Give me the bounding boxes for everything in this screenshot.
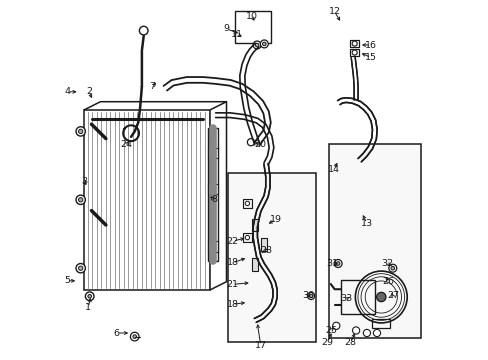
Circle shape	[307, 292, 314, 300]
Text: 20: 20	[254, 140, 266, 149]
Bar	[235, 11, 271, 43]
Text: 29: 29	[321, 338, 333, 347]
Bar	[328, 144, 420, 338]
Text: 25: 25	[324, 326, 336, 335]
Text: 22: 22	[226, 237, 238, 246]
Bar	[208, 241, 218, 252]
Text: 16: 16	[365, 41, 376, 50]
Bar	[349, 49, 358, 56]
Text: 24: 24	[121, 140, 133, 149]
Text: 3: 3	[81, 177, 87, 186]
Text: 10: 10	[245, 12, 257, 21]
Circle shape	[376, 292, 385, 302]
Circle shape	[352, 327, 359, 334]
Text: 9: 9	[223, 24, 229, 33]
Text: 19: 19	[269, 215, 281, 224]
Circle shape	[373, 329, 380, 337]
Circle shape	[76, 264, 85, 273]
Circle shape	[363, 329, 370, 337]
Circle shape	[244, 235, 249, 240]
Text: 30: 30	[302, 292, 314, 300]
Circle shape	[76, 127, 85, 136]
Circle shape	[133, 335, 136, 338]
Bar	[208, 184, 218, 194]
Circle shape	[247, 139, 254, 146]
Circle shape	[333, 260, 342, 267]
Text: 7: 7	[149, 82, 155, 91]
Text: 33: 33	[340, 294, 352, 303]
Bar	[349, 40, 358, 47]
Circle shape	[388, 264, 396, 272]
Circle shape	[79, 198, 82, 202]
Text: 2: 2	[86, 87, 92, 96]
Circle shape	[336, 262, 339, 265]
Text: 8: 8	[210, 195, 217, 204]
Bar	[242, 233, 251, 242]
Text: 12: 12	[328, 7, 340, 16]
Text: 6: 6	[114, 328, 120, 338]
Bar	[252, 219, 258, 231]
Circle shape	[332, 322, 339, 329]
Circle shape	[390, 266, 394, 270]
Circle shape	[351, 41, 356, 46]
Bar	[371, 319, 389, 328]
Text: 23: 23	[260, 246, 272, 255]
Text: 11: 11	[231, 30, 243, 39]
Text: 32: 32	[381, 259, 393, 268]
Text: 14: 14	[327, 165, 339, 174]
Circle shape	[351, 41, 356, 46]
Bar	[349, 40, 358, 47]
Text: 21: 21	[226, 280, 238, 289]
Text: 26: 26	[382, 277, 394, 286]
Text: 27: 27	[386, 292, 398, 300]
Text: 17: 17	[254, 341, 266, 350]
Bar	[84, 110, 210, 290]
Circle shape	[351, 50, 356, 55]
Circle shape	[139, 26, 148, 35]
Text: 28: 28	[344, 338, 356, 347]
Circle shape	[130, 332, 139, 341]
Circle shape	[88, 294, 91, 298]
Circle shape	[79, 129, 82, 134]
Circle shape	[76, 195, 85, 204]
Circle shape	[85, 292, 94, 301]
Bar	[252, 258, 258, 271]
Circle shape	[260, 40, 268, 48]
Bar	[228, 173, 316, 342]
Circle shape	[79, 266, 82, 270]
Circle shape	[309, 294, 312, 298]
Text: 4: 4	[64, 87, 70, 96]
Circle shape	[262, 42, 265, 46]
Bar	[341, 280, 374, 314]
Bar	[242, 199, 251, 208]
Circle shape	[244, 201, 249, 206]
Bar	[208, 128, 218, 261]
Circle shape	[351, 50, 356, 55]
Text: 18: 18	[226, 300, 238, 309]
Bar	[349, 49, 358, 56]
Text: 18: 18	[226, 258, 238, 267]
Text: 1: 1	[85, 303, 91, 312]
Text: 5: 5	[64, 276, 70, 285]
Circle shape	[255, 43, 258, 47]
Text: 13: 13	[360, 219, 372, 228]
Circle shape	[253, 41, 261, 49]
Text: 31: 31	[326, 259, 338, 268]
Bar	[208, 148, 218, 158]
Text: 15: 15	[365, 53, 376, 62]
Bar	[261, 238, 266, 251]
